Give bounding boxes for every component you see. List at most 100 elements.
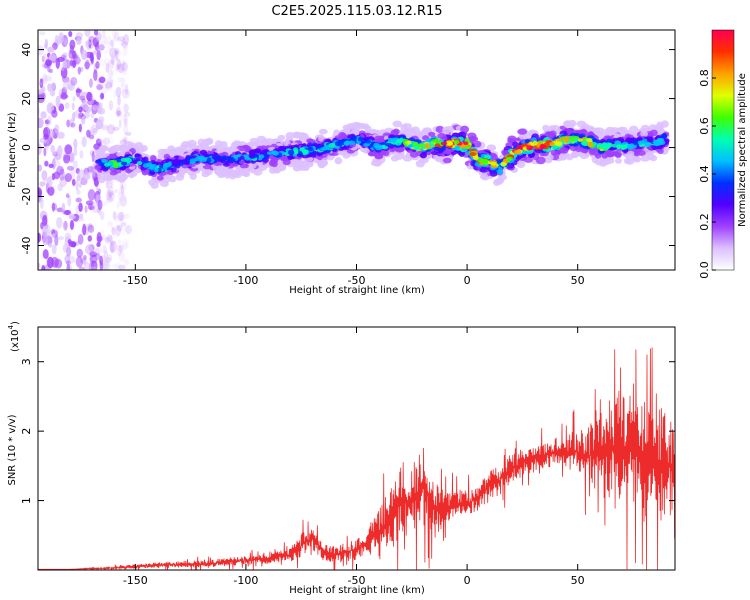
noise-blob [51, 109, 58, 118]
noise-blob [50, 144, 56, 153]
spectrum-blob [577, 138, 583, 142]
spectrum-blob [428, 131, 436, 137]
noise-blob [82, 255, 88, 261]
spectrum-blob [396, 138, 403, 143]
noise-blob [114, 47, 120, 55]
noise-blob [85, 59, 90, 70]
snr-panel: -150 -100 -50 0 50 1 2 3 Height of straight lin… [7, 321, 676, 596]
noise-blob [65, 193, 70, 199]
spectrum-blob [348, 140, 356, 145]
noise-blob [87, 203, 94, 211]
noise-blob [103, 260, 112, 270]
noise-blob [64, 172, 72, 183]
noise-blob [111, 226, 116, 236]
spectrogram-y-tick-label: 0 [20, 144, 33, 151]
noise-blob [47, 256, 54, 269]
noise-blob [102, 243, 107, 255]
noise-blob [78, 182, 83, 188]
spectrum-blob [388, 138, 394, 143]
noise-blob [99, 255, 104, 266]
noise-blob [52, 151, 59, 157]
spectrum-blob [564, 138, 569, 143]
noise-blob [76, 189, 81, 195]
noise-blob [94, 247, 101, 256]
spectrum-blob [307, 146, 314, 152]
noise-blob [96, 231, 102, 244]
noise-blob [64, 102, 70, 110]
noise-blob [75, 197, 82, 203]
spectrum-blob [517, 128, 528, 135]
noise-blob [105, 80, 113, 91]
spectrum-blob [570, 137, 575, 142]
noise-blob [104, 236, 110, 244]
noise-blob [64, 144, 73, 155]
noise-blob [64, 254, 71, 264]
noise-blob [77, 233, 84, 245]
noise-blob [100, 211, 105, 221]
spectrum-blob [109, 154, 118, 160]
noise-blob [89, 165, 94, 175]
noise-blob [98, 41, 107, 49]
noise-blob [72, 59, 77, 69]
noise-blob [55, 95, 61, 108]
noise-blob [51, 172, 56, 181]
noise-blob [85, 41, 91, 46]
noise-blob [47, 186, 55, 196]
noise-blob [103, 256, 108, 266]
noise-blob [92, 256, 100, 262]
noise-blob [123, 124, 128, 135]
noise-blob [99, 255, 107, 261]
noise-blob [79, 150, 84, 159]
noise-blob [57, 145, 63, 157]
noise-blob [45, 59, 52, 67]
noise-blob [110, 56, 115, 66]
noise-blob [87, 166, 95, 173]
spectrum-blob [159, 181, 169, 187]
noise-blob [106, 189, 112, 201]
noise-blob [48, 163, 54, 168]
noise-blob [120, 62, 128, 71]
noise-blob [97, 199, 103, 211]
noise-blob [76, 174, 81, 182]
noise-blob [83, 172, 91, 180]
noise-blob [80, 91, 88, 97]
spectrum-blob [620, 144, 628, 150]
spectrum-blob [591, 138, 598, 143]
noise-blob [124, 131, 132, 136]
spectrum-blob [587, 141, 594, 148]
spectrum-blob [229, 169, 239, 176]
noise-blob [84, 30, 91, 37]
spectrum-blob [453, 139, 460, 145]
spectrum-blob [549, 142, 555, 146]
spectrum-blob [318, 128, 328, 135]
noise-blob [86, 91, 93, 102]
spectrum-blob [656, 121, 664, 129]
spectrum-blob [318, 135, 325, 142]
snr-scale-exponent: 4 [7, 324, 15, 329]
noise-blob [39, 78, 44, 83]
spectrum-blob [373, 159, 383, 167]
noise-blob [77, 217, 85, 222]
noise-blob [87, 189, 96, 201]
noise-blob [67, 194, 72, 207]
noise-blob [109, 79, 114, 88]
spectrum-blob [412, 141, 418, 147]
noise-blob [122, 47, 128, 57]
noise-blob [99, 59, 106, 68]
noise-blob [60, 66, 68, 79]
noise-blob [51, 244, 57, 255]
noise-blob [46, 175, 53, 188]
noise-blob [123, 213, 130, 219]
noise-blob [107, 68, 114, 79]
noise-blob [106, 253, 113, 261]
spectrum-blob [272, 165, 281, 174]
spectrogram-x-axis-label: Height of straight line (km) [289, 285, 425, 296]
noise-blob [121, 41, 128, 48]
noise-blob [119, 195, 128, 207]
noise-blob [41, 55, 45, 63]
noise-blob [100, 254, 107, 266]
spectrum-blob [447, 141, 453, 146]
spectrum-blob [390, 154, 400, 162]
noise-blob [109, 240, 118, 253]
noise-blob [66, 165, 75, 171]
